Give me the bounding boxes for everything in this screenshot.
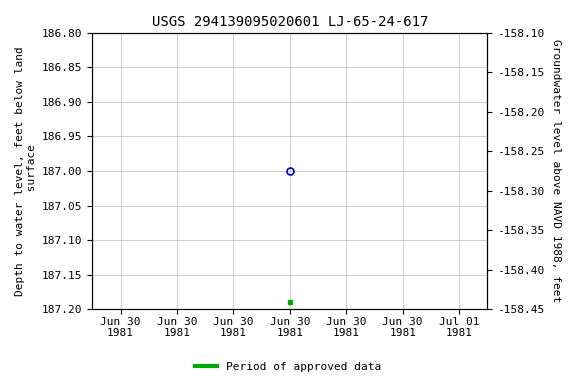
Y-axis label: Depth to water level, feet below land
 surface: Depth to water level, feet below land su… [15, 46, 37, 296]
Y-axis label: Groundwater level above NAVD 1988, feet: Groundwater level above NAVD 1988, feet [551, 40, 561, 303]
Title: USGS 294139095020601 LJ-65-24-617: USGS 294139095020601 LJ-65-24-617 [151, 15, 428, 29]
Legend: Period of approved data: Period of approved data [191, 358, 385, 377]
